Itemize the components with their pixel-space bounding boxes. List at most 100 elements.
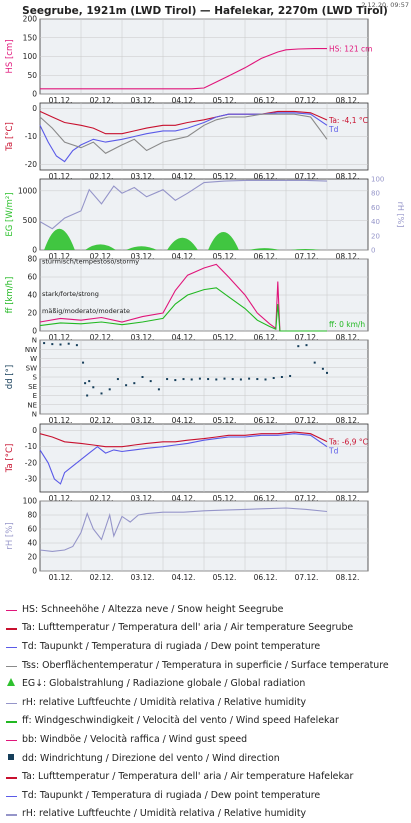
legend-symbol [4,697,18,707]
panel-7: 01.12. 02.12. 03.12. 04.12. 05.12. 06.12. 07.1… [5,497,369,582]
x-tick-label: 03.12. [131,172,155,181]
dd-point [59,343,62,346]
panel-5: 01.12. 02.12. 03.12. 04.12. 05.12. 06.12. 07.1… [5,337,369,425]
series-line-ta [39,110,328,135]
dd-point [231,378,234,381]
eg-area [167,237,198,250]
y-right-tick-label: 80 [371,190,380,198]
x-tick-label: 07.12. [295,96,319,105]
dd-point [248,377,251,380]
y-right-tick-label: 100 [371,176,384,184]
dd-point [133,382,136,385]
dd-point [100,392,103,395]
timestamp: 2.12.20, 09:57 [361,1,409,9]
eg-area [44,228,75,250]
x-tick-label: 03.12. [131,573,155,582]
x-tick-label: 08.12. [336,416,360,425]
legend-item: bb: Windböe / Velocità raffica / Wind gu… [4,730,409,749]
y-tick-label: 60 [27,525,37,534]
dd-point [141,376,144,378]
series-end-label: ff: 0 km/h [329,320,365,329]
legend-text: Tss: Oberflächentemperatur / Temperatura… [22,659,389,671]
y-tick-label: 60 [27,273,37,282]
legend-text: bb: Windböe / Velocità raffica / Wind gu… [22,733,248,745]
dd-point [82,361,85,364]
y-axis-label: EG [W/m²] [5,192,15,236]
x-tick-label: 07.12. [295,172,319,181]
dd-point [43,342,46,345]
legend-text: Td: Taupunkt / Temperatura di rugiada / … [22,640,321,652]
dd-point [297,345,300,348]
dd-point [321,367,324,370]
x-tick-label: 03.12. [131,494,155,503]
legend-item: EG↓: Globalstrahlung / Radiazione global… [4,674,409,693]
legend-symbol [4,716,18,726]
dd-point [313,361,316,364]
legend-item: Ta: Lufttemperatur / Temperatura dell' a… [4,767,409,786]
x-tick-label: 03.12. [131,252,155,261]
legend-item: Td: Taupunkt / Temperatura di rugiada / … [4,786,409,805]
legend: HS: Schneehöhe / Altezza neve / Snow hei… [4,600,409,823]
y-tick-label: 1000 [18,186,37,195]
dd-point [256,378,259,381]
legend-text: rH: relative Luftfeuchte / Umidità relat… [22,696,307,708]
legend-symbol [4,809,18,819]
x-tick-label: 02.12. [90,573,114,582]
legend-item: HS: Schneehöhe / Altezza neve / Snow hei… [4,600,409,619]
x-tick-label: 06.12. [254,333,278,342]
x-tick-label: 07.12. [295,573,319,582]
x-tick-label: 05.12. [213,333,237,342]
x-tick-label: 07.12. [295,494,319,503]
y-tick-label: 0 [32,104,37,113]
y-axis-label: Ta [°C] [5,444,15,474]
dd-point [67,342,70,345]
y-tick-label: -10 [25,442,37,451]
dd-point [88,380,91,383]
legend-item: Td: Taupunkt / Temperatura di rugiada / … [4,637,409,656]
dd-point [305,344,308,347]
series-end-label: Td [328,447,339,456]
y-tick-label: 100 [23,52,38,61]
series-end-label: HS: 121 cm [329,45,372,54]
eg-area [208,232,239,250]
x-tick-label: 08.12. [336,172,360,181]
dd-point [116,378,119,381]
y-axis-label: dd [°] [5,365,15,389]
dd-point [157,388,160,391]
dd-point [182,378,185,381]
y-tick-label: NE [27,401,37,409]
y-tick-label: 80 [27,255,37,264]
x-tick-label: 07.12. [295,252,319,261]
x-tick-label: 02.12. [90,416,114,425]
x-tick-label: 01.12. [49,416,73,425]
y-tick-label: -30 [25,475,37,484]
eg-area [249,248,280,250]
dd-point [174,379,177,382]
legend-text: Ta: Lufttemperatur / Temperatura dell' a… [22,771,354,783]
wind-class-annotation: stark/forte/strong [42,290,99,298]
x-tick-label: 01.12. [49,494,73,503]
series-line-ff [39,287,327,332]
dd-point [264,378,267,381]
series-line-ta [39,431,328,448]
legend-symbol [4,790,18,800]
dd-point [108,388,111,391]
x-tick-label: 01.12. [49,333,73,342]
legend-text: dd: Windrichtung / Direzione del vento /… [22,752,280,764]
dd-point [86,394,89,397]
y-right-tick-label: 60 [371,204,380,212]
x-tick-label: 08.12. [336,494,360,503]
dd-point [326,371,328,374]
dd-point [51,343,54,346]
x-tick-label: 06.12. [254,172,278,181]
legend-symbol [4,772,18,782]
x-tick-label: 04.12. [172,333,196,342]
dd-point [125,384,128,387]
dd-point [75,344,78,347]
series-line-bb [39,263,327,332]
dd-point [215,378,218,381]
y-tick-label: -10 [25,132,37,141]
wind-class-annotation: mäßig/moderato/moderate [42,307,130,315]
y-right-tick-label: 40 [371,218,380,226]
y-tick-label: SW [26,364,37,372]
